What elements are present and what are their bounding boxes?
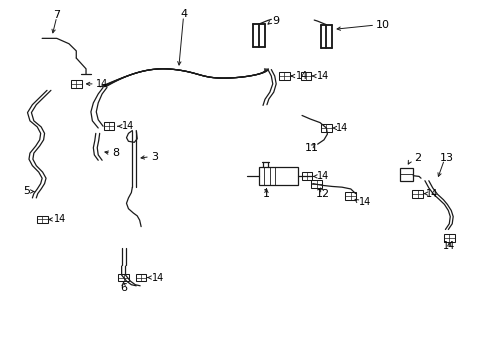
Text: 14: 14	[425, 189, 437, 199]
Bar	[37, 216, 47, 224]
Bar	[411, 190, 422, 198]
Text: 9: 9	[272, 17, 279, 27]
Text: 3: 3	[151, 152, 158, 162]
Text: 10: 10	[375, 20, 389, 30]
Text: 14: 14	[358, 197, 370, 207]
Bar	[301, 172, 312, 180]
Bar	[443, 234, 454, 242]
Bar	[300, 72, 311, 80]
Bar	[321, 124, 331, 132]
Bar	[118, 274, 129, 282]
Text: 5: 5	[23, 186, 30, 197]
Text: 14: 14	[335, 123, 348, 133]
Bar	[259, 167, 298, 185]
Bar	[136, 274, 146, 282]
Text: 14: 14	[96, 79, 108, 89]
Text: 14: 14	[442, 241, 454, 251]
Text: 6: 6	[120, 283, 127, 293]
Text: 14: 14	[316, 171, 328, 181]
Text: 1: 1	[263, 189, 269, 199]
Bar	[311, 180, 322, 188]
Text: 13: 13	[439, 153, 453, 163]
Text: 11: 11	[304, 143, 318, 153]
Bar	[345, 192, 355, 200]
Text: 2: 2	[413, 153, 420, 163]
Text: 14: 14	[316, 71, 328, 81]
Text: 14: 14	[122, 121, 134, 131]
Text: 4: 4	[180, 9, 187, 19]
Bar	[103, 122, 114, 130]
Bar	[399, 168, 412, 181]
Text: 14: 14	[152, 273, 164, 283]
Bar	[71, 80, 81, 88]
Text: 8: 8	[112, 148, 119, 158]
Bar	[279, 72, 289, 80]
Text: 12: 12	[315, 189, 329, 199]
Text: 14: 14	[295, 71, 307, 81]
Text: 14: 14	[54, 215, 66, 224]
Text: 7: 7	[53, 10, 60, 20]
